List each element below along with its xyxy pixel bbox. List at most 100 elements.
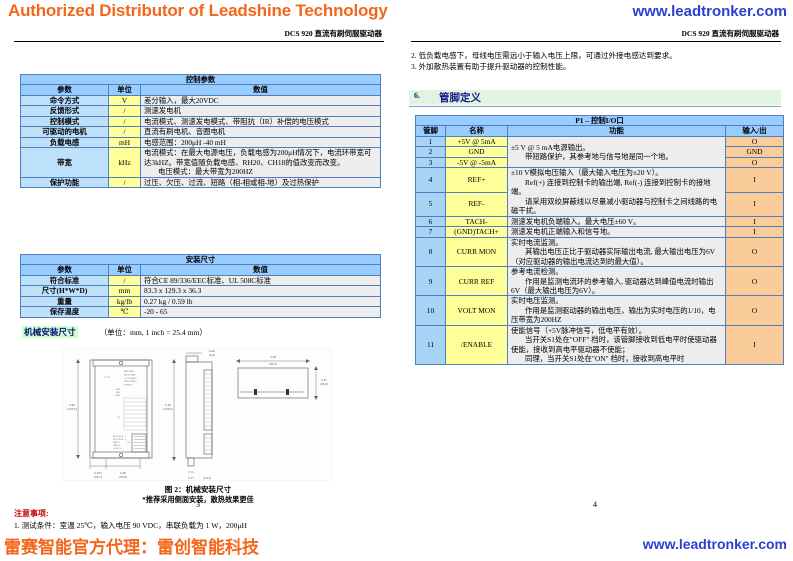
- svg-text:P2: P2: [117, 417, 120, 419]
- cell-io: I: [724, 191, 785, 217]
- cell-param: 符合标准: [20, 274, 109, 287]
- note-item: 2. 低负载电感下，母线电压需远小于输入电压上限，可通过外接电感达到要求。: [411, 51, 677, 60]
- cell-io: GND: [724, 146, 785, 158]
- cell-unit: V: [108, 94, 141, 107]
- banner-distributor-text: Authorized Distributor of Leadshine Tech…: [8, 1, 388, 20]
- cell-io: O: [724, 135, 785, 148]
- table-title: 控制参数: [19, 73, 382, 86]
- table-row: 9 CURR REF 参考电流检测。 作用是监测电流环的参考输入, 驱动器达到峰值电流…: [415, 266, 785, 297]
- cell-pin-name: -5V @ -5mA: [445, 156, 508, 169]
- cell-pin-name: CURR MON: [445, 236, 508, 268]
- svg-text:LEDS: LEDS: [115, 395, 121, 397]
- svg-text:0.26: 0.26: [209, 349, 215, 353]
- text-line: 使能信号（+5V脉冲信号，低电平有效）。: [511, 325, 647, 335]
- cell-pin-number: 8: [415, 236, 446, 268]
- svg-text:(50.8): (50.8): [119, 475, 127, 479]
- text-line: 电感范围：200μH -40 mH: [144, 137, 226, 147]
- table-row: 控制模式 / 电流模式、测速发电模式、带阻抗（IR）补偿的电压模式: [20, 115, 382, 128]
- page-left-header-rule: [14, 41, 384, 42]
- cell-pin-name: REF-: [445, 191, 508, 217]
- table-title-row: 控制参数: [19, 73, 382, 86]
- column-header: 管脚: [415, 125, 446, 137]
- cell-unit: mH: [108, 136, 141, 149]
- cell-value: -20 - 65: [139, 306, 382, 318]
- text-line: 过压、欠压、过流、短路（相-相或相-地）及过热保护: [144, 177, 319, 187]
- text-line: 电流模式：在最大电源电压，负载电感为200μH情况下，电流环带宽可达3kHZ。带…: [144, 148, 372, 167]
- cell-pin-number: 6: [415, 215, 446, 228]
- page-right-header: DCS 920 直流有刷伺服驱动器: [681, 29, 779, 38]
- pin-definition-table: P1 – 控制I/O口 管脚 名称 功能 输入/出 1 +5V @ 5mA ±5 V @ 5 …: [414, 114, 785, 365]
- footer-website-link[interactable]: www.leadtronker.com: [642, 536, 787, 552]
- figure-caption: 图 2：机械安装尺寸: [164, 485, 232, 494]
- table-header-row: 管脚 名称 功能 输入/出: [415, 125, 785, 137]
- text-line: 同理，当开关S1处在"ON" 档时，接收到高电平时: [525, 354, 685, 364]
- text-line: 作用是监测驱动器的输出电压，输出为实时电压的1/10，电压带宽为200HZ: [511, 305, 716, 325]
- cell-param: 控制模式: [20, 115, 109, 128]
- cell-function: ±5 V @ 5 mA电源输出。 带短路保护，其参考地与信号地是同一个地。: [507, 135, 726, 169]
- cell-pin-number: 4: [415, 167, 446, 193]
- cell-io: O: [724, 236, 785, 268]
- cell-pin-number: 10: [415, 295, 446, 326]
- table-row: 2 GND GND: [415, 146, 785, 158]
- text-line: 电流模式、测速发电模式、带阻抗（IR）补偿的电压模式: [144, 116, 329, 126]
- svg-text:GND 4: GND 4: [113, 445, 120, 447]
- cell-pin-number: 7: [415, 226, 446, 238]
- text-line: 参考电流检测。: [511, 267, 563, 277]
- cell-param: 带宽: [20, 147, 109, 178]
- text-line: 电压模式：最大带宽为200HZ: [158, 167, 253, 177]
- svg-text:TACH GAIN: TACH GAIN: [124, 373, 136, 376]
- text-line: ±5 V @ 5 mA电源输出。: [511, 142, 590, 152]
- cell-pin-name: REF+: [445, 167, 508, 193]
- svg-text:4.94: 4.94: [69, 403, 75, 407]
- text-line: ±10 V模拟电压输入（最大输入电压为±20 V）。: [511, 168, 663, 178]
- cell-unit: /: [108, 176, 141, 189]
- page-left-header: DCS 920 直流有刷伺服驱动器: [284, 29, 382, 38]
- text-line: 测速发电机: [144, 106, 181, 116]
- cell-pin-number: 11: [415, 324, 446, 365]
- table-row: 3 -5V @ -5mA O: [415, 156, 785, 169]
- svg-text:(129.5): (129.5): [163, 407, 172, 411]
- table-row: 1 +5V @ 5mA ±5 V @ 5 mA电源输出。 带短路保护，其参考地与信号地…: [415, 135, 785, 169]
- mechanical-drawing: REF GAIN TACH GAIN LOOP GAIN INTEG FREQ OF…: [62, 348, 332, 481]
- text-line: 带短路保护，其参考地与信号地是同一个地。: [525, 152, 673, 162]
- page-right: DCS 920 直流有刷伺服驱动器 2. 低负载电感下，母线电压需远小于输入电压…: [397, 26, 793, 531]
- svg-text:GND 3: GND 3: [113, 442, 120, 444]
- cell-function: 实时电流监测。 其输出电压正比于驱动器实际输出电流, 最大输出电压为6V（对应驱动…: [507, 236, 726, 268]
- cell-function: 使能信号（+5V脉冲信号，低电平有效）。 当开关S1处在"OFF" 档时，该管脚接…: [507, 324, 726, 365]
- svg-text:MOTOR A - 1: MOTOR A - 1: [113, 435, 127, 438]
- svg-text:MOTOR B - 2: MOTOR B - 2: [113, 439, 127, 441]
- page-left: DCS 920 直流有刷伺服驱动器 控制参数 参数 单位 数值 命令方式 V 差分输入，最大…: [0, 26, 396, 531]
- column-header: 输入/出: [724, 125, 785, 137]
- cell-param: 重量: [20, 295, 109, 308]
- right-notes: 2. 低负载电感下，母线电压需远小于输入电压上限，可通过外接电感达到要求。 3.…: [411, 50, 783, 72]
- control-parameters-table: 控制参数 参数 单位 数值 命令方式 V 差分输入，最大20VDC 反馈形式 / 测速发电机 控制模…: [19, 73, 382, 189]
- install-dimensions-table: 安装尺寸 参数 单位 数值 符合标准 / 符合CE 89/336/EEC标准、UL 508C…: [19, 253, 382, 318]
- text-line: 测速发电机正端输入和信号地。: [511, 227, 615, 237]
- banner-website-link[interactable]: www.leadtronker.com: [632, 3, 788, 20]
- cell-pin-name: TACH-: [445, 215, 508, 228]
- table-row: 反馈形式 / 测速发电机: [20, 105, 382, 117]
- table-row: 命令方式 V 差分输入，最大20VDC: [20, 94, 382, 107]
- section-number: 6.: [414, 91, 420, 100]
- cell-io: O: [724, 295, 785, 326]
- cell-function: 测速发电机负端输入。最大电压±60 V。: [507, 215, 726, 228]
- svg-text:0.874: 0.874: [94, 471, 102, 475]
- cell-param: 可驱动的电机: [20, 126, 109, 138]
- cell-value: 83.3 x 129.3 x 36.3: [139, 285, 382, 297]
- table-row: 可驱动的电机 / 直流有刷电机、音圈电机: [20, 126, 382, 138]
- text-line: 作用是监测电流环的参考输入, 驱动器达到峰值电流时输出6V（最大输出电压为6V）…: [511, 276, 714, 295]
- table-title-row: 安装尺寸: [19, 253, 382, 266]
- text-line: 实时电流监测。: [511, 237, 563, 247]
- cell-unit: kg/lb: [108, 295, 141, 308]
- text-line: 请采用双绞屏蔽线以尽量减小驱动器与控制卡之间线路的电磁干扰。: [511, 196, 718, 216]
- cell-function: 测速发电机正端输入和信号地。: [507, 226, 726, 238]
- text-line: 当开关S1处在"OFF" 档时，该管脚接收到低电平时使驱动器使能，接收到高电平驱…: [511, 335, 717, 354]
- column-header: 名称: [445, 125, 508, 137]
- cell-function: 实时电压监测。 作用是监测驱动器的输出电压，输出为实时电压的1/10，电压带宽为2…: [507, 295, 726, 326]
- footer-agent-text: 雷赛智能官方代理：雷创智能科技: [4, 538, 259, 557]
- column-header: 功能: [507, 125, 726, 137]
- svg-text:2.00: 2.00: [120, 471, 126, 475]
- cell-io: I: [724, 215, 785, 228]
- cell-io: I: [724, 167, 785, 193]
